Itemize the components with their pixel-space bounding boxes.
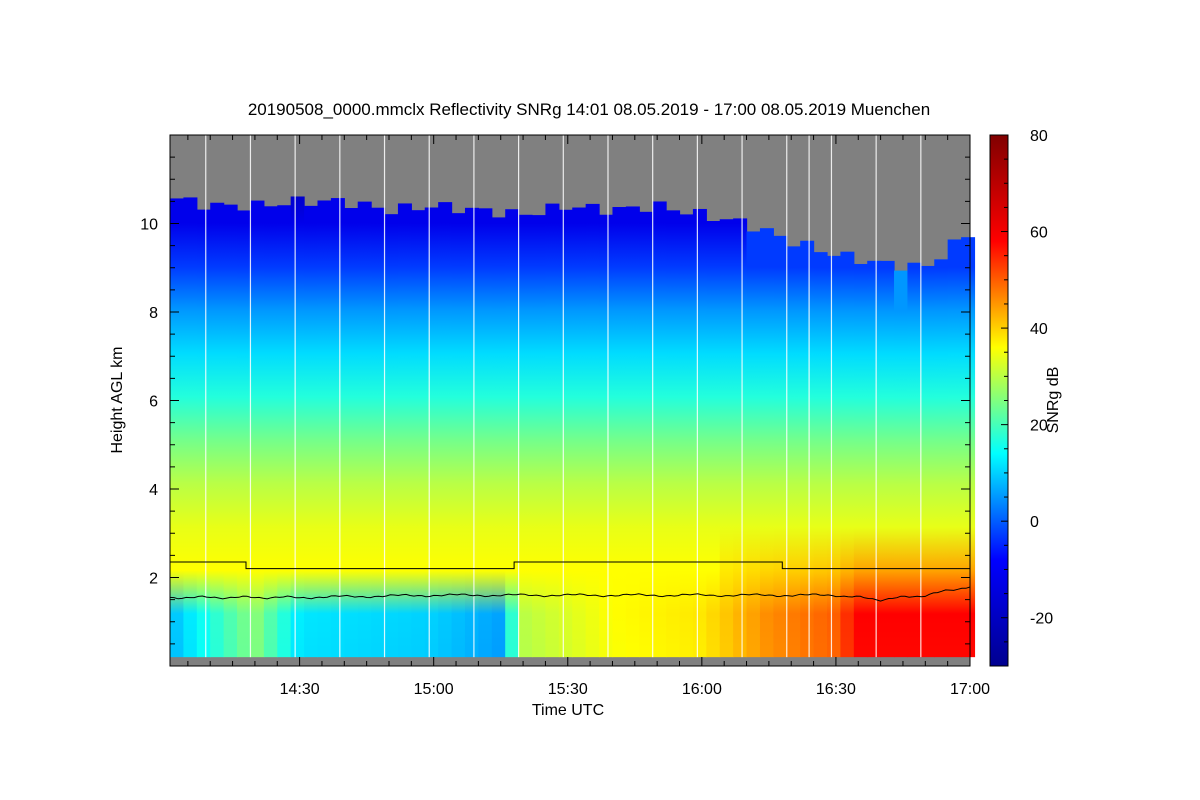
- heatmap-column: [867, 260, 882, 658]
- heatmap-column: [920, 265, 935, 658]
- heatmap-column: [411, 210, 426, 658]
- y-tick-label: 4: [149, 482, 158, 499]
- heatmap-column: [894, 270, 909, 658]
- heatmap-column: [183, 197, 198, 658]
- heatmap-column: [263, 206, 278, 658]
- x-tick-label: 15:00: [414, 681, 454, 698]
- heatmap-column: [223, 204, 238, 658]
- data-gaps: [205, 135, 922, 658]
- heatmap-column: [934, 259, 949, 658]
- colorbar-tick-label: 60: [1030, 225, 1048, 242]
- heatmap-column: [853, 263, 868, 658]
- x-tick-label: 16:30: [816, 681, 856, 698]
- heatmap-column: [746, 231, 761, 658]
- y-tick-label: 6: [149, 394, 158, 411]
- x-axis-ticks: 14:30 15:00 15:30 16:00 16:30 17:00: [187, 135, 990, 698]
- overlay-lines: [169, 561, 971, 602]
- heatmap-column: [304, 205, 319, 658]
- y-tick-label: 2: [149, 571, 158, 588]
- heatmap-column: [800, 240, 815, 658]
- heatmap-columns: [170, 196, 976, 658]
- heatmap-column: [558, 209, 573, 658]
- y-tick-label: 10: [140, 217, 158, 234]
- x-tick-label: 15:30: [548, 681, 588, 698]
- heatmap-column: [518, 214, 533, 658]
- heatmap-column: [840, 251, 855, 658]
- heatmap-column: [706, 221, 721, 658]
- heatmap-column: [344, 208, 359, 658]
- x-tick-label: 16:00: [682, 681, 722, 698]
- heatmap-column: [317, 200, 332, 658]
- heatmap-column: [451, 213, 466, 658]
- heatmap-column: [639, 211, 654, 658]
- y-axis-ticks: 2 4 6 8 10: [140, 156, 970, 645]
- heatmap-column: [826, 255, 841, 658]
- x-tick-label: 14:30: [280, 681, 320, 698]
- heatmap-column: [438, 202, 453, 658]
- heatmap-column: [532, 215, 547, 658]
- heatmap-column: [277, 205, 292, 658]
- heatmap-column: [371, 207, 386, 658]
- y-tick-label: 8: [149, 305, 158, 322]
- y-axis-label: Height AGL km: [109, 346, 126, 453]
- colorbar: -20 0 20 40 60 80 SNRg dB: [989, 128, 1062, 667]
- heatmap-column: [397, 203, 412, 658]
- heatmap-column: [947, 239, 962, 658]
- heatmap-column: [625, 206, 640, 658]
- heatmap-column: [733, 218, 748, 658]
- stepped-height-line: [170, 561, 970, 570]
- colorbar-tick-label: -20: [1030, 611, 1053, 628]
- x-axis-label: Time UTC: [532, 702, 604, 719]
- heatmap-column: [478, 208, 493, 658]
- colorbar-tick-label: 0: [1030, 514, 1039, 531]
- heatmap-column: [330, 198, 345, 658]
- heatmap-column: [719, 219, 734, 658]
- heatmap-column: [692, 208, 707, 658]
- heatmap-column: [652, 201, 667, 658]
- colorbar-tick-label: 80: [1030, 128, 1048, 145]
- heatmap-column: [250, 200, 265, 658]
- heatmap-column: [585, 203, 600, 658]
- heatmap-column: [357, 201, 372, 658]
- noisy-height-trace: [169, 586, 971, 602]
- heatmap-column: [237, 210, 252, 658]
- heatmap-column: [572, 207, 587, 658]
- heatmap-column: [880, 260, 895, 658]
- heatmap-column: [666, 210, 681, 658]
- heatmap-column: [196, 209, 211, 658]
- heatmap-column: [813, 252, 828, 658]
- plot-area: 2 4 6 8 10 14:30 15:00 15:30 16:00 16:30 17:00: [140, 134, 990, 698]
- heatmap-column: [545, 203, 560, 658]
- heatmap-column: [464, 207, 479, 658]
- heatmap-column: [424, 207, 439, 658]
- heatmap-column: [773, 235, 788, 658]
- heatmap-column: [384, 214, 399, 658]
- chart-title: 20190508_0000.mmclx Reflectivity SNRg 14…: [248, 100, 930, 119]
- colorbar-label: SNRg dB: [1045, 367, 1062, 434]
- heatmap-column: [759, 228, 774, 658]
- heatmap-column: [210, 202, 225, 658]
- heatmap-column: [599, 214, 614, 658]
- colorbar-tick-label: 40: [1030, 321, 1048, 338]
- heatmap-column: [786, 246, 801, 658]
- heatmap-column: [491, 217, 506, 658]
- heatmap-column: [290, 196, 305, 658]
- heatmap-column: [679, 214, 694, 658]
- colorbar-tick-label: 20: [1030, 418, 1048, 435]
- colorbar-ticks: -20 0 20 40 60 80: [1001, 128, 1053, 667]
- heatmap-column: [612, 207, 627, 658]
- x-tick-label: 17:00: [950, 681, 990, 698]
- heatmap-column: [170, 198, 185, 658]
- heatmap-column: [505, 209, 520, 658]
- heatmap-column: [907, 262, 922, 658]
- heatmap-column: [961, 237, 976, 658]
